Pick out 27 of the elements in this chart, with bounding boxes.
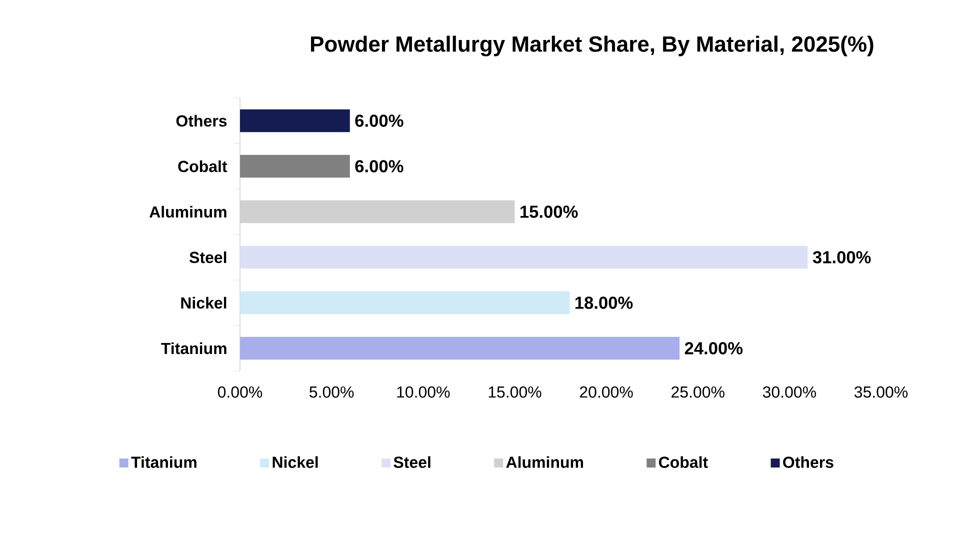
- x-tick-label: 25.00%: [672, 386, 724, 398]
- legend-label: Nickel: [272, 456, 318, 468]
- legend-label: Titanium: [131, 456, 196, 468]
- x-tick-label: 10.00%: [397, 386, 450, 398]
- legend-label: Cobalt: [658, 456, 708, 468]
- x-tick-label: 5.00%: [310, 386, 354, 398]
- x-tick-label: 15.00%: [488, 386, 542, 398]
- data-label: 18.00%: [575, 296, 633, 309]
- y-tick-label: Steel: [190, 251, 226, 264]
- chart-title: Powder Metallurgy Market Share, By Material, 2025(%): [311, 36, 874, 56]
- y-tick-label: Aluminum: [149, 206, 226, 218]
- data-label: 31.00%: [812, 251, 871, 264]
- data-label: 6.00%: [355, 160, 404, 172]
- data-label: 6.00%: [355, 114, 404, 127]
- y-tick-label: Nickel: [181, 296, 226, 309]
- y-tick-label: Others: [176, 114, 227, 127]
- legend-label: Steel: [394, 456, 430, 468]
- x-tick-label: 30.00%: [762, 386, 816, 398]
- data-label: 15.00%: [520, 206, 578, 218]
- x-tick-label: 0.00%: [218, 386, 262, 398]
- data-label: 24.00%: [684, 342, 743, 354]
- x-tick-label: 35.00%: [854, 386, 908, 398]
- y-tick-label: Cobalt: [178, 160, 228, 172]
- y-tick-label: Titanium: [161, 342, 226, 354]
- legend-label: Others: [783, 456, 834, 468]
- legend-label: Aluminum: [506, 456, 584, 468]
- x-tick-label: 20.00%: [580, 386, 633, 398]
